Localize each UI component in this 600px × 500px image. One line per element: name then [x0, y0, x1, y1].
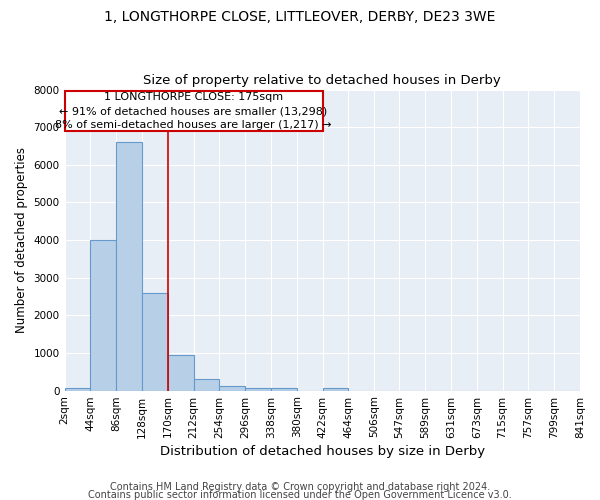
Y-axis label: Number of detached properties: Number of detached properties [15, 147, 28, 333]
Text: 1, LONGTHORPE CLOSE, LITTLEOVER, DERBY, DE23 3WE: 1, LONGTHORPE CLOSE, LITTLEOVER, DERBY, … [104, 10, 496, 24]
Bar [323, 388, 349, 390]
Bar [194, 378, 220, 390]
Text: Contains HM Land Registry data © Crown copyright and database right 2024.: Contains HM Land Registry data © Crown c… [110, 482, 490, 492]
Bar [245, 388, 271, 390]
Bar [142, 292, 168, 390]
Bar [271, 388, 297, 390]
Text: Contains public sector information licensed under the Open Government Licence v3: Contains public sector information licen… [88, 490, 512, 500]
Bar [116, 142, 142, 390]
X-axis label: Distribution of detached houses by size in Derby: Distribution of detached houses by size … [160, 444, 485, 458]
Bar [220, 386, 245, 390]
Title: Size of property relative to detached houses in Derby: Size of property relative to detached ho… [143, 74, 501, 87]
Text: 1 LONGTHORPE CLOSE: 175sqm
← 91% of detached houses are smaller (13,298)
8% of s: 1 LONGTHORPE CLOSE: 175sqm ← 91% of deta… [55, 92, 332, 130]
Bar [168, 355, 194, 390]
Bar [91, 240, 116, 390]
Bar [65, 92, 323, 131]
Bar [65, 388, 91, 390]
